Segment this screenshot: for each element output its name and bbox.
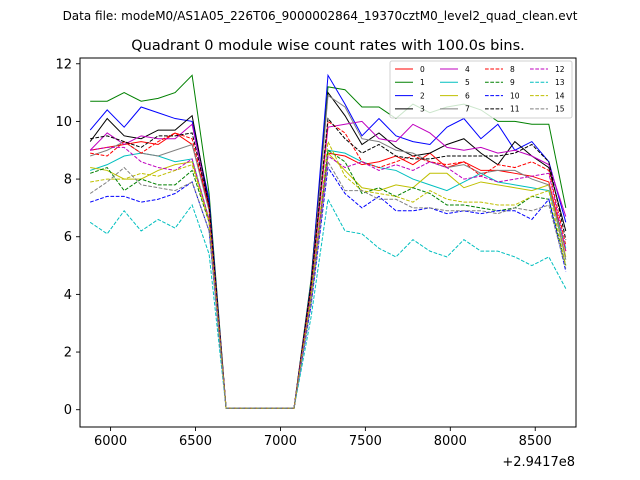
series-line-3 [89, 91, 567, 409]
legend-label-11: 11 [510, 105, 520, 114]
y-tick-label: 0 [64, 403, 72, 418]
series-line-14 [90, 139, 567, 409]
legend-label-5: 5 [465, 78, 470, 87]
series-line-15 [89, 160, 567, 409]
legend-label-2: 2 [420, 91, 425, 100]
series-line-6 [90, 152, 567, 409]
legend-label-8: 8 [510, 65, 515, 74]
y-tick-label: 4 [64, 288, 72, 303]
plot-area-frame [79, 57, 577, 428]
x-tick-label: 7500 [349, 434, 382, 449]
x-tick-label: 6000 [94, 434, 127, 449]
series-line-12 [90, 146, 567, 409]
x-axis-ticks: 6000 6500 7000 7500 8000 8500 [94, 427, 552, 449]
legend-label-4: 4 [465, 65, 470, 74]
x-axis-offset-label: +2.9417e8 [502, 455, 575, 470]
legend-label-9: 9 [510, 78, 515, 87]
chart-suptitle: Data file: modeM0/AS1A05_226T06_90000028… [63, 9, 578, 23]
legend-label-3: 3 [420, 105, 425, 114]
legend-label-10: 10 [510, 91, 520, 100]
series-line-9 [90, 149, 567, 409]
legend-label-0: 0 [420, 65, 425, 74]
legend-box [389, 60, 573, 119]
y-axis-ticks: 0 2 4 6 8 10 12 [55, 57, 80, 418]
legend-label-12: 12 [555, 65, 565, 74]
series-line-10 [90, 166, 567, 409]
series-line-4 [89, 120, 567, 409]
series-line-2 [89, 73, 567, 409]
series-line-0 [90, 132, 567, 409]
legend-label-1: 1 [420, 78, 425, 87]
x-tick-label: 8500 [519, 434, 552, 449]
series-line-5 [90, 149, 567, 409]
chart-title: Quadrant 0 module wise count rates with … [131, 38, 525, 54]
x-tick-label: 8000 [434, 434, 467, 449]
series-line-11 [90, 117, 567, 409]
x-tick-label: 7000 [264, 434, 297, 449]
series-lines [89, 73, 567, 409]
y-tick-label: 6 [64, 230, 72, 245]
legend-label-14: 14 [555, 91, 565, 100]
legend-label-7: 7 [465, 105, 470, 114]
y-tick-label: 8 [64, 173, 72, 188]
series-line-13 [89, 197, 567, 409]
legend-label-6: 6 [465, 91, 470, 100]
legend-label-13: 13 [555, 78, 565, 87]
x-tick-label: 6500 [179, 434, 212, 449]
legend-label-15: 15 [555, 105, 565, 114]
y-tick-label: 12 [55, 57, 72, 72]
y-tick-label: 10 [55, 115, 72, 130]
y-tick-label: 2 [64, 346, 72, 361]
